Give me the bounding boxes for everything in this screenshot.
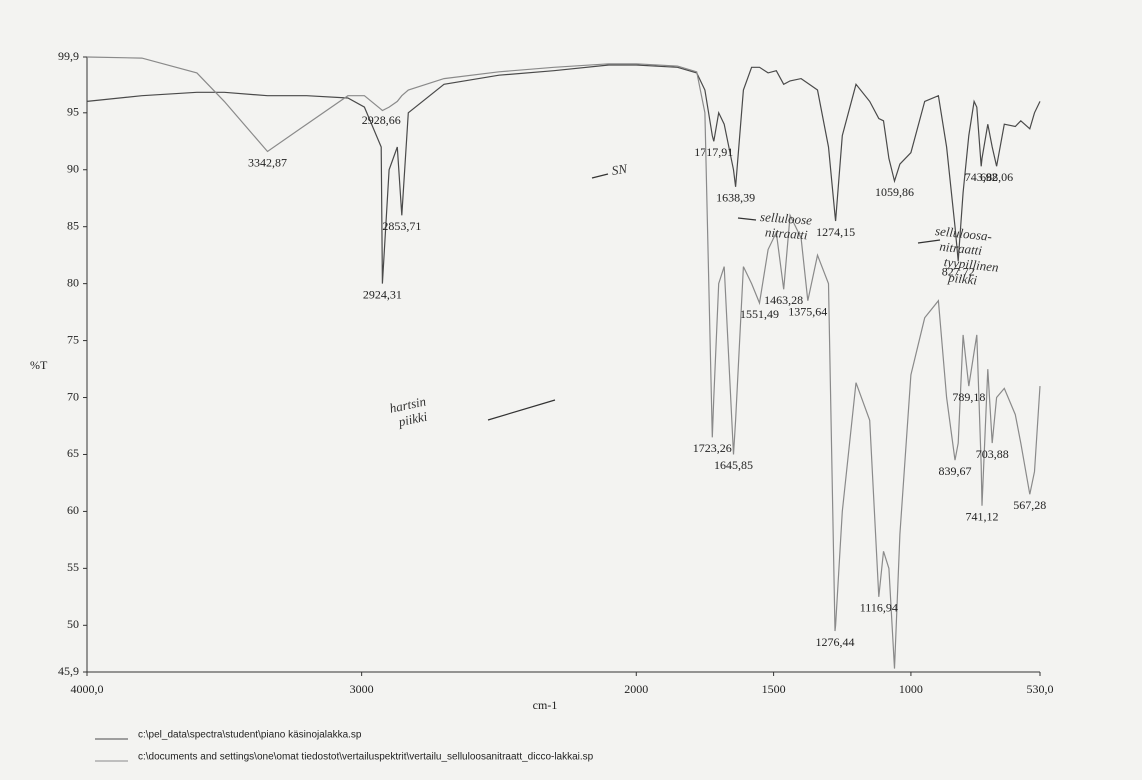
y-tick-label: 45,9 bbox=[58, 664, 79, 678]
y-tick-label: 50 bbox=[67, 617, 79, 631]
note-line: selluloose bbox=[760, 209, 813, 228]
peak-label: 1274,15 bbox=[816, 225, 855, 239]
peak-label: 1717,91 bbox=[694, 145, 733, 159]
peak-label: 789,18 bbox=[952, 390, 985, 404]
note-line: piikki bbox=[947, 270, 979, 288]
y-tick-label: 95 bbox=[67, 105, 79, 119]
peak-label: 688,06 bbox=[980, 170, 1013, 184]
peak-label: 1375,64 bbox=[788, 304, 827, 318]
peak-label: 839,67 bbox=[938, 464, 971, 478]
x-tick-label: 530,0 bbox=[1027, 682, 1054, 696]
peak-label: 1645,85 bbox=[714, 458, 753, 472]
legend-label: c:\documents and settings\one\omat tiedo… bbox=[138, 752, 594, 763]
y-tick-label: 80 bbox=[67, 275, 79, 289]
peak-label: 743,92 bbox=[965, 170, 998, 184]
legend-label: c:\pel_data\spectra\student\piano käsino… bbox=[138, 730, 362, 741]
note-leader bbox=[917, 239, 941, 244]
peak-label: 3342,87 bbox=[248, 155, 287, 169]
spectrum-line bbox=[86, 64, 1041, 284]
note-line: nitraatti bbox=[765, 224, 809, 242]
y-tick-label: 85 bbox=[67, 218, 79, 232]
peak-label: 1463,28 bbox=[764, 293, 803, 307]
note-line: hartsin bbox=[388, 394, 427, 416]
spectrum-line bbox=[86, 56, 1041, 669]
x-tick-label: 1000 bbox=[899, 682, 923, 696]
note-line: selluloosa- bbox=[934, 223, 992, 244]
y-tick-label: 55 bbox=[67, 560, 79, 574]
peak-label: 703,88 bbox=[976, 447, 1009, 461]
y-tick-label: 90 bbox=[67, 162, 79, 176]
peak-label: 741,12 bbox=[966, 509, 999, 523]
peak-label: 827,72 bbox=[942, 265, 975, 279]
note-line: tyypillinen bbox=[943, 254, 999, 275]
peak-label: 1116,94 bbox=[860, 601, 898, 615]
peak-label: 567,28 bbox=[1013, 498, 1046, 512]
peak-label: 2924,31 bbox=[363, 287, 402, 301]
x-tick-label: 1500 bbox=[762, 682, 786, 696]
x-tick-label: 2000 bbox=[624, 682, 648, 696]
y-tick-label: 99,9 bbox=[58, 49, 79, 63]
handwritten-note: SN bbox=[611, 161, 629, 178]
y-tick-label: 70 bbox=[67, 389, 79, 403]
peak-label: 2853,71 bbox=[382, 219, 421, 233]
note-line: piikki bbox=[396, 409, 429, 430]
peak-label: 1638,39 bbox=[716, 191, 755, 205]
x-axis-label: cm-1 bbox=[533, 698, 558, 712]
y-tick-label: 75 bbox=[67, 332, 79, 346]
x-tick-label: 3000 bbox=[350, 682, 374, 696]
peak-label: 1551,49 bbox=[740, 307, 779, 321]
note-leader bbox=[591, 173, 609, 179]
peak-label: 1059,86 bbox=[875, 185, 914, 199]
x-tick-label: 4000,0 bbox=[71, 682, 104, 696]
y-tick-label: 60 bbox=[67, 503, 79, 517]
note-leader bbox=[737, 217, 757, 221]
note-line: SN bbox=[611, 161, 629, 178]
y-axis-label: %T bbox=[30, 358, 48, 372]
peak-label: 1723,26 bbox=[693, 441, 732, 455]
note-leader bbox=[487, 399, 556, 421]
peak-label: 1276,44 bbox=[815, 635, 854, 649]
y-tick-label: 65 bbox=[67, 446, 79, 460]
peak-label: 2928,66 bbox=[362, 113, 401, 127]
note-line: nitraatti bbox=[939, 239, 983, 258]
